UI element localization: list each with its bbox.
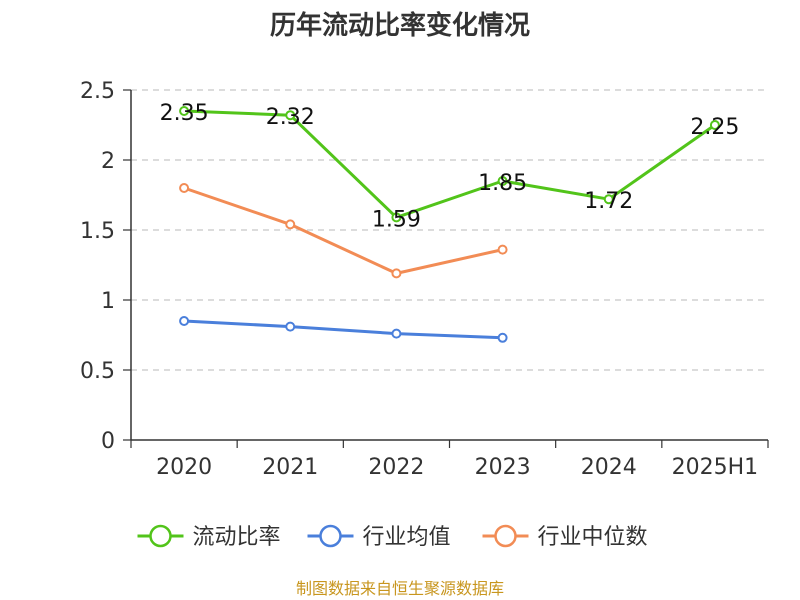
data-label: 2.25 [690,115,739,140]
source-note: 制图数据来自恒生聚源数据库 [296,579,504,598]
data-point [179,316,190,326]
grid-lines [131,89,768,371]
legend-item[interactable]: 行业中位数 [482,524,648,550]
data-point [391,328,402,339]
y-tick-label: 1 [101,289,115,314]
data-point [179,106,190,116]
x-tick-label: 2021 [262,455,318,480]
x-tick-label: 2025H1 [672,455,759,480]
legend-marker-icon [319,524,342,548]
legend[interactable]: 流动比率 行业均值 行业中位数 [137,524,648,550]
data-point [497,332,508,343]
x-tick-label: 2024 [581,455,637,480]
data-point [179,183,190,193]
legend-label: 行业中位数 [538,525,648,550]
data-label: 2.32 [266,105,315,130]
data-label: 1.72 [584,189,633,214]
y-tick-label: 0 [101,429,115,454]
data-point [603,194,614,205]
data-label: 2.35 [160,101,209,126]
data-labels: 2.35 2.32 1.59 1.85 1.72 2.25 [160,101,740,232]
x-tick-label: 2023 [475,455,531,480]
data-point [497,244,508,255]
y-tick-label: 0.5 [80,359,115,384]
y-tick-label: 1.5 [80,219,115,244]
series-line [183,186,503,275]
data-point [285,321,296,332]
chart-title: 历年流动比率变化情况 [270,10,530,41]
series-line [184,319,503,340]
data-point [709,120,720,130]
legend-label: 流动比率 [193,525,281,550]
legend-item[interactable]: 行业均值 [307,524,451,550]
axes: 0 0.5 1 1.5 2 2.5 2020 2021 2022 2023 2024 2025H1 [80,79,769,480]
series-line [184,109,716,219]
data-point [285,110,296,121]
data-label: 1.85 [478,171,527,196]
x-tick-label: 2020 [156,455,212,480]
legend-marker-icon [494,524,517,548]
x-tick-label: 2022 [368,455,424,480]
data-label: 1.59 [372,207,421,232]
data-point [497,176,508,186]
legend-item[interactable]: 流动比率 [137,524,281,550]
y-tick-label: 2.5 [80,79,115,104]
series-lines [179,106,720,343]
data-point [285,219,296,230]
data-point [391,268,402,279]
legend-marker-icon [149,524,172,548]
y-tick-label: 2 [101,149,115,174]
data-point [391,212,402,223]
legend-label: 行业均值 [363,525,451,550]
